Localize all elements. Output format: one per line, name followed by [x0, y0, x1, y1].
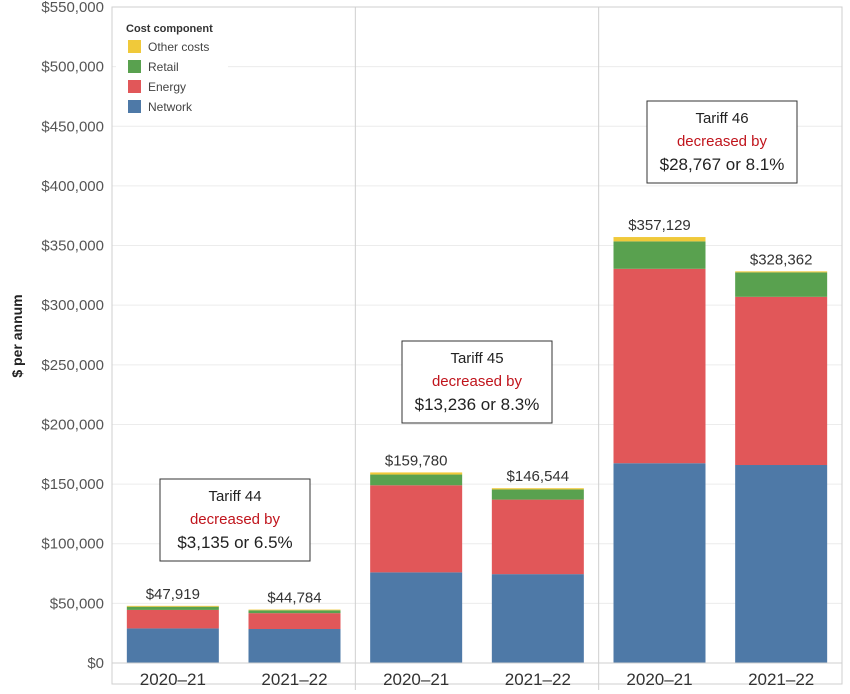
legend-swatch	[128, 100, 141, 113]
bar-segment-retail	[491, 489, 584, 500]
legend-label: Energy	[148, 80, 186, 94]
x-tick-label: 2020–21	[626, 670, 692, 689]
annotation-change: decreased by	[677, 133, 768, 150]
bar-total-label: $146,544	[507, 468, 570, 485]
bar-segment-energy	[491, 499, 584, 575]
bar-total-label: $44,784	[267, 590, 321, 607]
annotation-border	[401, 340, 553, 424]
bar-segment-retail	[613, 241, 706, 269]
annotation-border	[646, 100, 798, 184]
y-tick-label: $350,000	[41, 238, 104, 255]
bar-segment-energy	[613, 268, 706, 464]
bar-segment-energy	[735, 296, 828, 466]
chart-frame	[111, 6, 843, 690]
bar-segment-energy	[126, 609, 219, 629]
annotation-tariff: Tariff 44	[208, 488, 261, 505]
legend-swatch	[128, 40, 141, 53]
y-tick-label: $300,000	[41, 297, 104, 314]
legend-label: Other costs	[148, 40, 209, 54]
bar-segment-retail	[248, 610, 341, 614]
bar-total-label: $159,780	[385, 452, 448, 469]
bar-segment-network	[126, 628, 219, 663]
annotation-tariff: Tariff 46	[695, 110, 748, 127]
annotation-box: Tariff 46 decreased by $28,767 or 8.1%	[646, 100, 798, 184]
bar-segment-retail	[126, 606, 219, 610]
y-tick-label: $50,000	[50, 595, 104, 612]
annotation-change: decreased by	[190, 511, 281, 528]
bar-segment-retail	[370, 474, 463, 486]
annotation-amount: $3,135 or 6.5%	[177, 533, 292, 552]
y-tick-label: $450,000	[41, 118, 104, 135]
bar-segment-other-costs	[735, 271, 828, 273]
x-tick-label: 2020–21	[383, 670, 449, 689]
bar-segment-other-costs	[613, 237, 706, 242]
y-axis-label: $ per annum	[9, 294, 25, 377]
bars	[126, 237, 828, 663]
x-tick-label: 2020–21	[140, 670, 206, 689]
plot-border	[111, 6, 843, 685]
bar-segment-energy	[370, 485, 463, 573]
annotation-amount: $13,236 or 8.3%	[415, 395, 540, 414]
bar-segment-other-costs	[248, 609, 341, 611]
bar-segment-network	[248, 629, 341, 663]
bar-segment-network	[613, 463, 706, 663]
annotation-amount: $28,767 or 8.1%	[660, 155, 785, 174]
bar-total-label: $357,129	[628, 217, 691, 234]
bar-segment-other-costs	[491, 488, 584, 490]
legend-swatch	[128, 80, 141, 93]
annotation-box: Tariff 44 decreased by $3,135 or 6.5%	[159, 478, 311, 562]
annotation-box: Tariff 45 decreased by $13,236 or 8.3%	[401, 340, 553, 424]
y-axis-ticks: $0 $50,000 $100,000 $150,000 $200,000 $250,00…	[41, 0, 104, 672]
annotation-border	[159, 478, 311, 562]
total-labels: $47,919 $44,784 $159,780 $146,544 $357,129 $3…	[146, 217, 813, 607]
bar-segment-network	[735, 465, 828, 663]
legend-swatch	[128, 60, 141, 73]
x-tick-label: 2021–22	[261, 670, 327, 689]
x-tick-label: 2021–22	[748, 670, 814, 689]
y-tick-label: $100,000	[41, 536, 104, 553]
y-tick-label: $200,000	[41, 416, 104, 433]
x-tick-label: 2021–22	[505, 670, 571, 689]
annotation-tariff: Tariff 45	[450, 350, 503, 367]
y-tick-label: $500,000	[41, 59, 104, 76]
bar-segment-network	[370, 572, 463, 663]
y-tick-label: $550,000	[41, 0, 104, 16]
legend-label: Network	[148, 100, 193, 114]
bar-segment-energy	[248, 613, 341, 630]
legend: Cost component Other costs Retail Energy Ne…	[116, 14, 228, 122]
bar-total-label: $47,919	[146, 586, 200, 603]
bar-segment-network	[491, 574, 584, 663]
legend-label: Retail	[148, 60, 179, 74]
bar-segment-other-costs	[370, 472, 463, 475]
annotation-change: decreased by	[432, 373, 523, 390]
bar-total-label: $328,362	[750, 251, 813, 268]
bar-segment-retail	[735, 272, 828, 297]
y-tick-label: $0	[87, 655, 104, 672]
y-tick-label: $400,000	[41, 178, 104, 195]
y-tick-label: $150,000	[41, 476, 104, 493]
x-axis-ticks: 2020–21 2021–22 2020–21 2021–22 2020–21 2021–…	[140, 670, 815, 689]
legend-title: Cost component	[126, 23, 213, 35]
bar-segment-other-costs	[126, 605, 219, 607]
y-tick-label: $250,000	[41, 357, 104, 374]
